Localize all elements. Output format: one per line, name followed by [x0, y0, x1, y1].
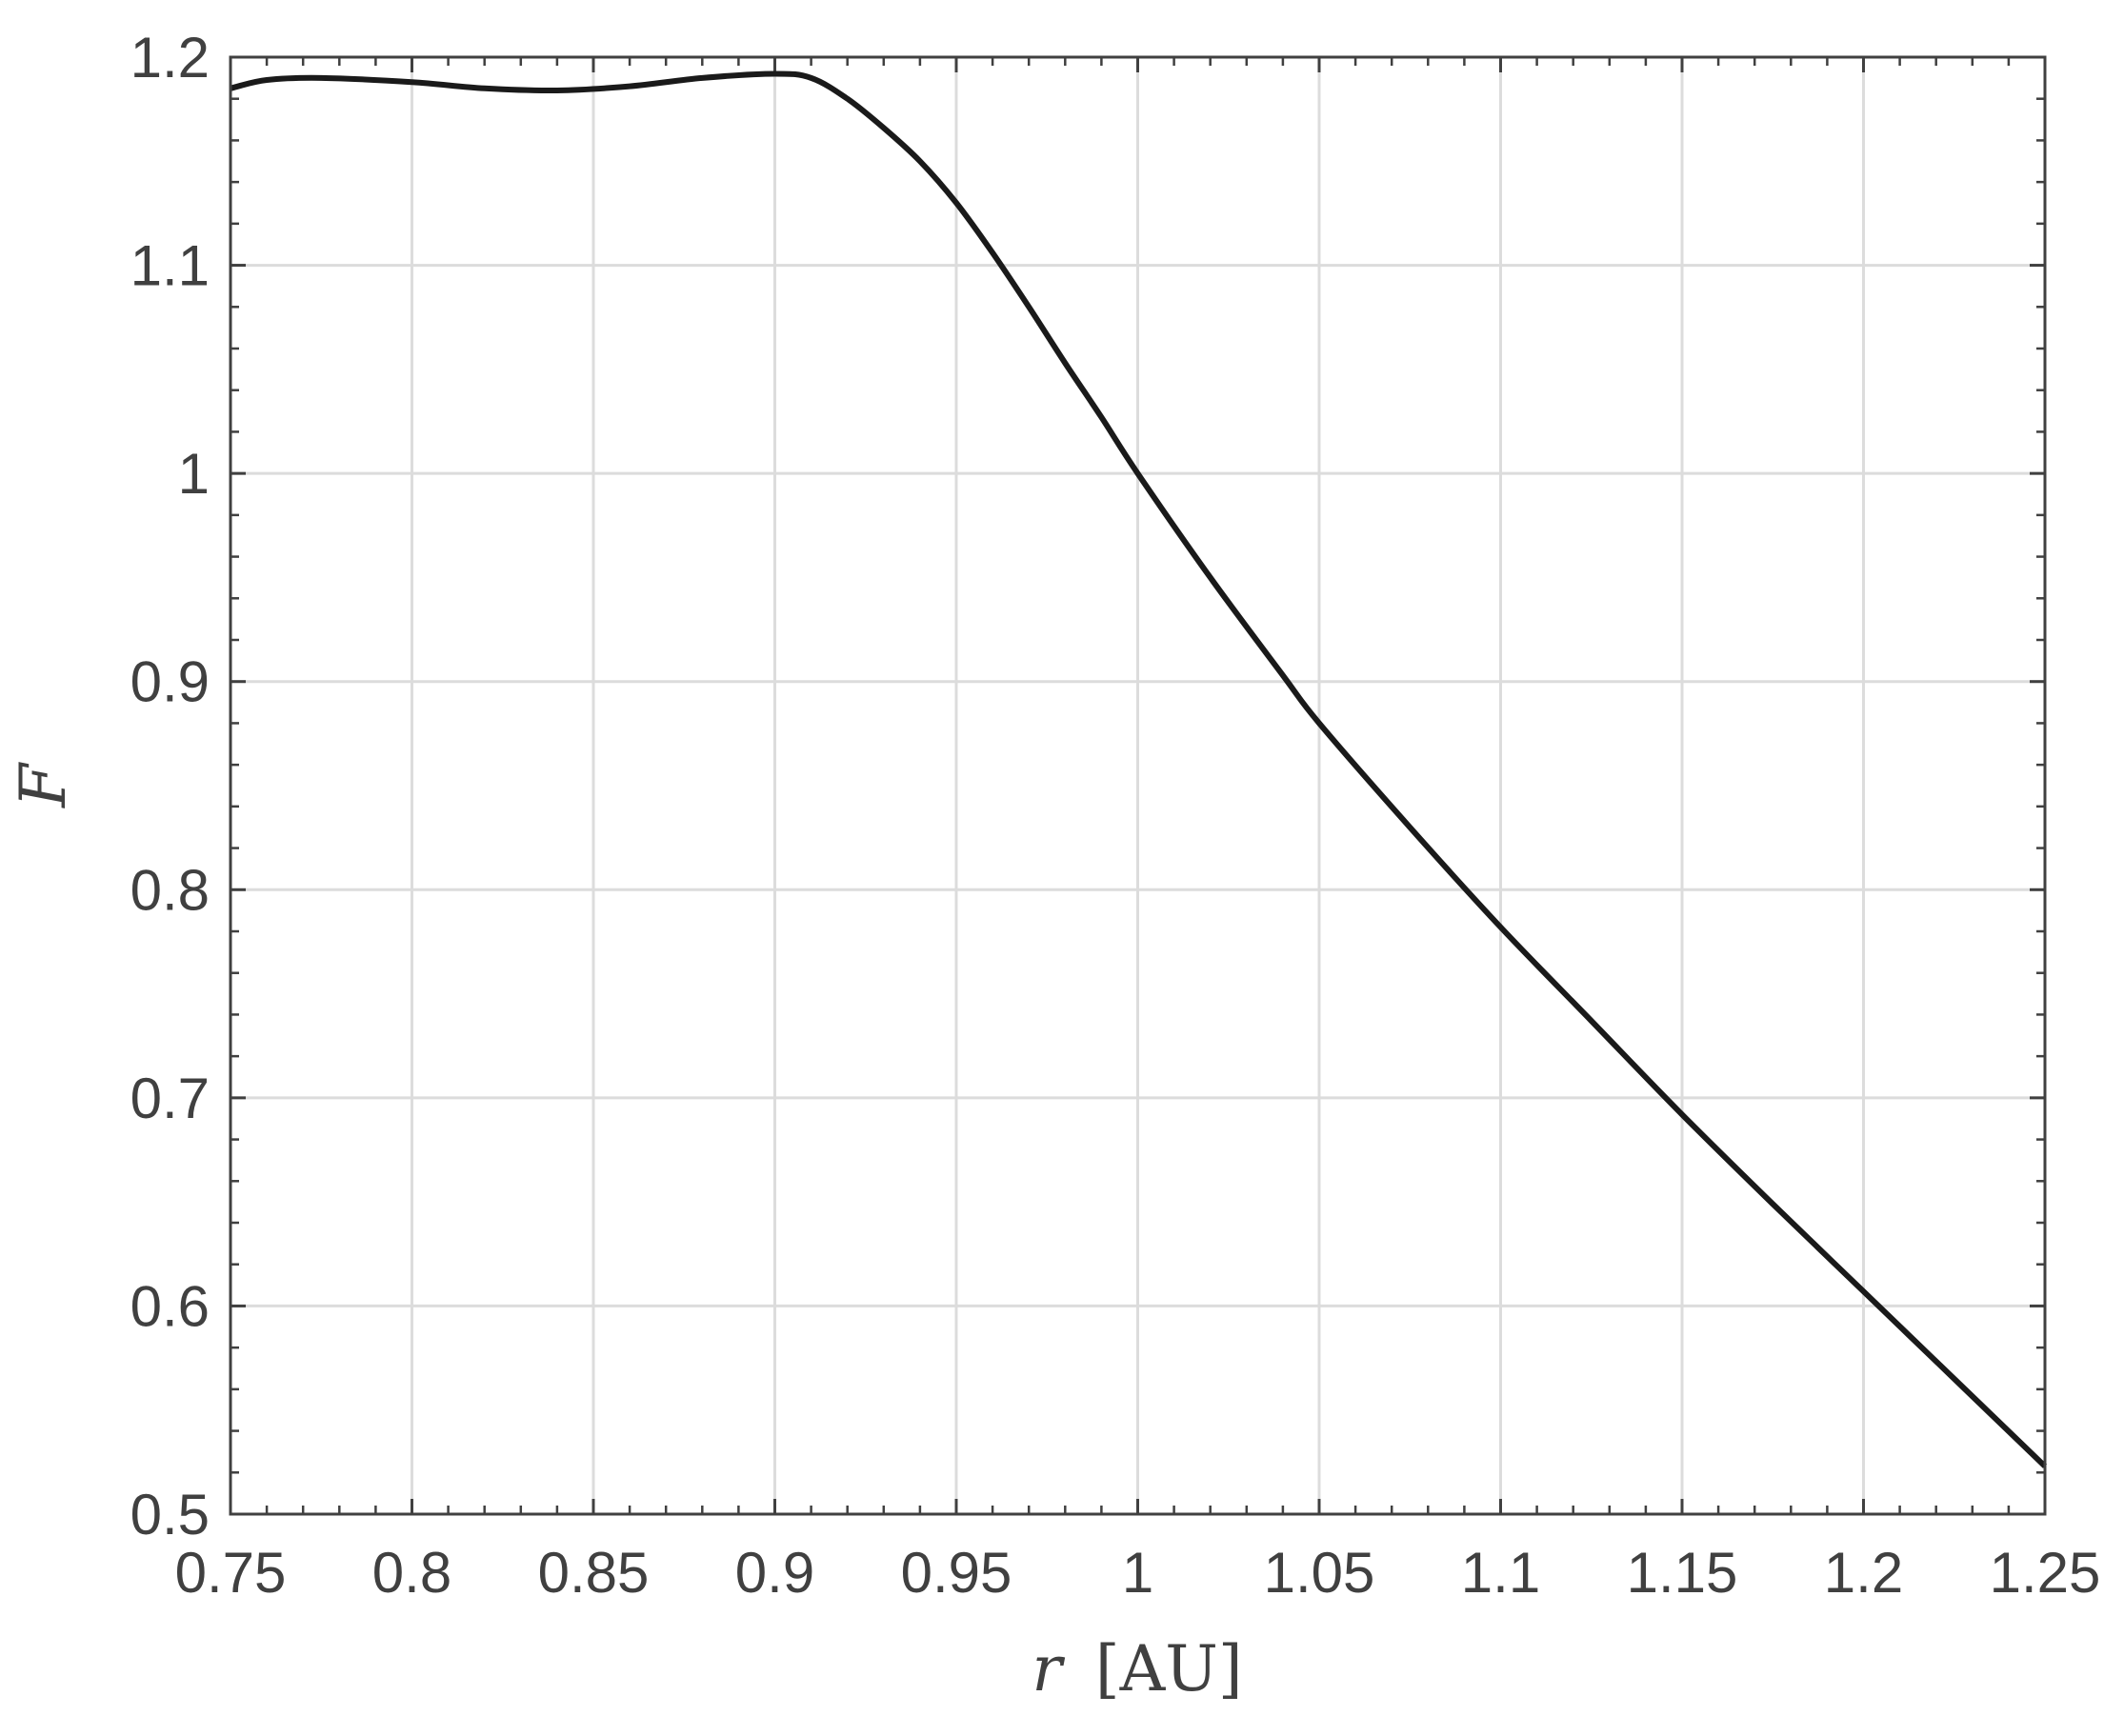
x-tick-label: 0.9: [735, 1541, 814, 1605]
x-tick-label: 0.95: [901, 1541, 1012, 1605]
axes-frame: [229, 55, 2047, 1516]
x-tick-label: 1: [1122, 1541, 1153, 1605]
x-tick-label: 1.15: [1627, 1541, 1738, 1605]
series: [230, 70, 2048, 1468]
x-tick-label: 1.2: [1824, 1541, 1903, 1605]
y-tick-label: 0.9: [130, 650, 210, 714]
tick-labels: 0.75 0.8 0.85 0.9 0.95 1 1.05 1.1 1.15 1.2 1.25 0.5…: [130, 26, 2101, 1605]
x-tick-label: 0.75: [175, 1541, 287, 1605]
y-tick-label: 1.2: [130, 26, 210, 90]
y-tick-label: 0.5: [130, 1483, 210, 1546]
series-line: [230, 70, 2048, 1468]
grid: [229, 55, 2047, 1516]
y-tick-label: 0.8: [130, 858, 210, 922]
y-tick-label: 0.6: [130, 1274, 210, 1338]
x-tick-label: 0.85: [538, 1541, 650, 1605]
x-tick-label: 1.25: [1990, 1541, 2101, 1605]
y-tick-label: 1: [178, 442, 210, 506]
x-tick-label: 1.05: [1264, 1541, 1375, 1605]
y-axis-label: F: [7, 762, 80, 808]
x-tick-label: 1.1: [1461, 1541, 1540, 1605]
x-axis-label: r [AU]: [1032, 1632, 1242, 1706]
x-tick-label: 0.8: [372, 1541, 451, 1605]
y-tick-label: 1.1: [130, 234, 210, 298]
y-tick-label: 0.7: [130, 1067, 210, 1130]
